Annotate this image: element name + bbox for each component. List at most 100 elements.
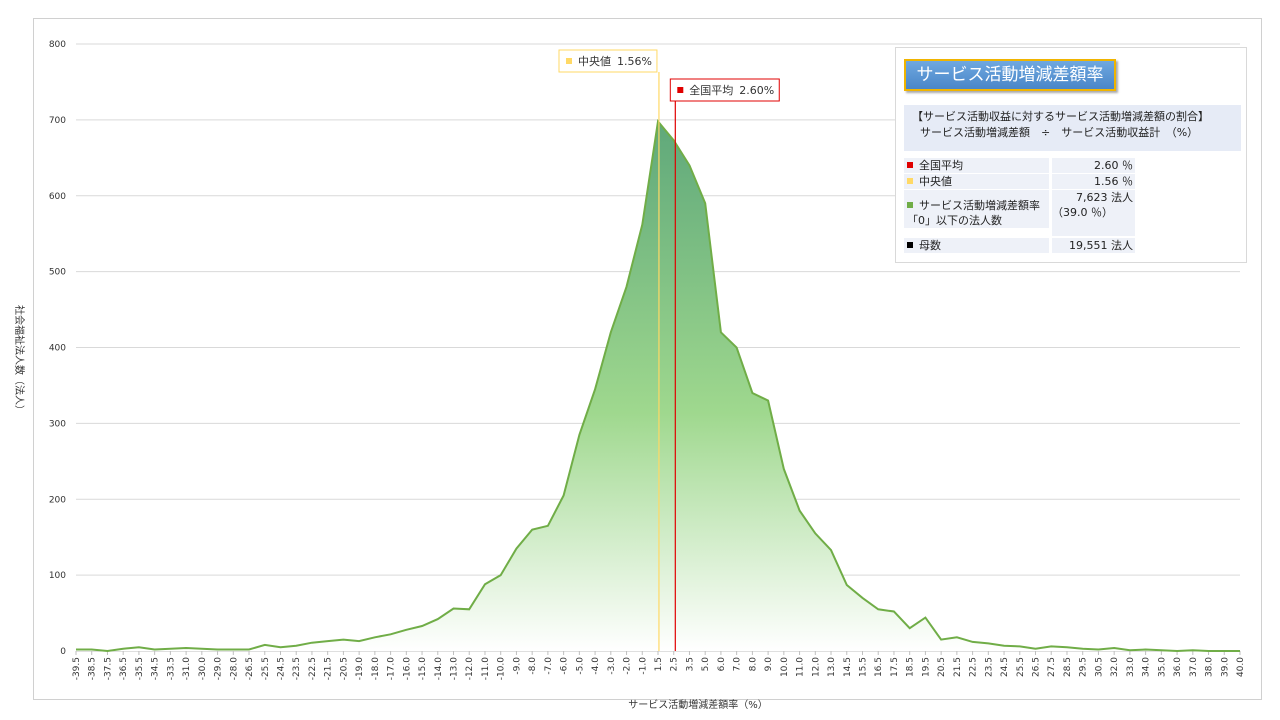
y-axis-label: 社会福祉法人数（法人） — [13, 305, 26, 415]
x-tick-label: -5.0 — [575, 657, 585, 675]
x-tick-label: 16.5 — [874, 657, 884, 677]
x-tick-label: 28.5 — [1063, 657, 1073, 677]
x-tick-label: 40.0 — [1236, 657, 1246, 677]
panel-row-label: 母数 — [904, 238, 1049, 253]
x-tick-label: -20.5 — [339, 657, 349, 680]
x-tick-label: 13.0 — [827, 657, 837, 677]
x-tick-label: -4.0 — [591, 657, 601, 675]
x-tick-label: -9.0 — [512, 657, 522, 675]
panel-label-text: 中央値 — [919, 175, 952, 188]
x-tick-label: -11.0 — [481, 657, 491, 681]
x-tick-label: 22.5 — [969, 657, 979, 677]
x-tick-label: -26.5 — [245, 657, 255, 680]
x-tick-label: -21.5 — [324, 657, 334, 680]
x-tick-label: -37.5 — [103, 657, 113, 680]
panel-header: 【サービス活動収益に対するサービス活動増減差額の割合】 サービス活動増減差額 ÷… — [904, 105, 1241, 151]
x-tick-label: -22.5 — [308, 657, 318, 680]
x-tick-label: 26.5 — [1032, 657, 1042, 677]
panel-row-value: 7,623 法人 （39.0 ％） — [1052, 190, 1135, 236]
x-tick-label: -29.0 — [214, 657, 224, 681]
x-tick-label: -3.0 — [607, 657, 617, 675]
x-tick-label: -33.5 — [166, 657, 176, 680]
x-tick-label: -13.0 — [450, 657, 460, 681]
x-tick-label: 33.0 — [1126, 657, 1136, 677]
chart-border — [33, 18, 1262, 700]
x-tick-label: 21.5 — [953, 657, 963, 677]
area — [76, 121, 1240, 651]
x-tick-label: -10.0 — [497, 657, 507, 681]
x-axis-label: サービス活動増減差額率（%） — [628, 698, 768, 711]
x-tick-label: -31.0 — [182, 657, 192, 681]
x-tick-label: 9.0 — [764, 657, 774, 672]
x-tick-label: 2.5 — [670, 657, 680, 671]
area-line — [76, 119, 1240, 653]
x-tick-label: 19.5 — [921, 657, 931, 677]
panel-marker — [907, 242, 913, 248]
x-tick-label: 36.0 — [1173, 657, 1183, 677]
x-tick-label: 34.0 — [1142, 657, 1152, 677]
x-tick-label: -8.0 — [528, 657, 538, 675]
reference-marker — [565, 58, 572, 64]
x-tick-label: 37.0 — [1189, 657, 1199, 677]
reference-label-box — [669, 78, 780, 102]
panel-header-line: 【サービス活動収益に対するサービス活動増減差額の割合】 — [912, 110, 1209, 123]
x-tick-label: 8.0 — [748, 657, 758, 672]
x-tick-label: 38.0 — [1205, 657, 1215, 677]
reference-label-box — [558, 49, 658, 73]
x-tick-label: -18.0 — [371, 657, 381, 681]
panel-value: 7,623 法人 — [1076, 191, 1133, 204]
y-tick-label: 700 — [49, 116, 66, 126]
panel-row-label: 全国平均 — [904, 158, 1049, 173]
x-tick-label: -35.5 — [135, 657, 145, 680]
y-tick-label: 0 — [60, 647, 66, 657]
x-tick-label: 30.5 — [1094, 657, 1104, 677]
y-tick-label: 600 — [49, 192, 66, 202]
x-tick-label: -19.0 — [355, 657, 365, 681]
panel-marker — [907, 162, 913, 168]
x-tick-label: 24.5 — [1000, 657, 1010, 677]
x-tick-label: -39.5 — [72, 657, 82, 680]
panel-value: 1.56 ％ — [1094, 175, 1133, 188]
reference-marker — [677, 87, 684, 93]
x-tick-label: 32.0 — [1110, 657, 1120, 677]
x-tick-label: 1.5 — [654, 657, 664, 671]
reference-name: 中央値 — [578, 55, 611, 68]
panel-row-label: サービス活動増減差額率「0」以下の法人数 — [904, 190, 1049, 228]
y-tick-label: 400 — [49, 344, 66, 354]
y-tick-label: 500 — [49, 268, 66, 278]
x-tick-label: 14.5 — [843, 657, 853, 677]
x-tick-label: 15.5 — [858, 657, 868, 677]
x-tick-label: -6.0 — [560, 657, 570, 675]
x-tick-label: 20.5 — [937, 657, 947, 677]
x-tick-label: -34.5 — [151, 657, 161, 680]
x-tick-label: -25.5 — [261, 657, 271, 680]
panel-subvalue: （39.0 ％） — [1052, 206, 1113, 219]
x-tick-label: 27.5 — [1047, 657, 1057, 677]
x-tick-label: 25.5 — [1016, 657, 1026, 677]
x-tick-label: -30.0 — [198, 657, 208, 681]
x-tick-label: -7.0 — [544, 657, 554, 675]
x-tick-label: -23.5 — [292, 657, 302, 680]
panel-header-line: サービス活動増減差額 ÷ サービス活動収益計 （%） — [920, 126, 1199, 139]
x-tick-label: -16.0 — [402, 657, 412, 681]
y-tick-label: 200 — [49, 495, 66, 505]
panel-label-text: サービス活動増減差額率「0」以下の法人数 — [907, 199, 1040, 227]
x-tick-label: -38.5 — [88, 657, 98, 680]
panel-label-text: 母数 — [919, 239, 941, 252]
x-tick-label: -1.0 — [638, 657, 648, 675]
x-tick-label: -12.0 — [465, 657, 475, 681]
x-tick-label: -17.0 — [387, 657, 397, 681]
x-tick-label: 18.5 — [906, 657, 916, 677]
x-tick-label: -24.5 — [276, 657, 286, 680]
x-tick-label: 29.5 — [1079, 657, 1089, 677]
panel-label-text: 全国平均 — [919, 159, 963, 172]
y-tick-label: 300 — [49, 419, 66, 429]
panel-row-value: 1.56 ％ — [1052, 174, 1135, 189]
x-tick-label: -36.5 — [119, 657, 129, 680]
reference-name: 全国平均 — [689, 83, 733, 97]
x-tick-label: 10.0 — [780, 657, 790, 677]
reference-value: 1.56% — [617, 55, 652, 68]
panel-row-value: 2.60 ％ — [1052, 158, 1135, 173]
